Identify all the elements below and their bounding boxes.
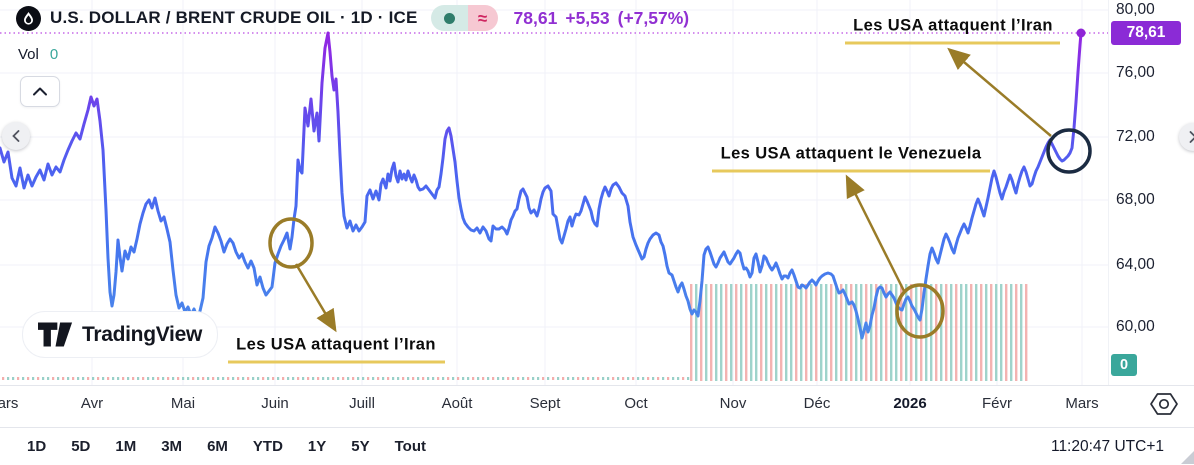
price-line (0, 31, 1083, 340)
last-price-dot (1076, 28, 1086, 38)
chevron-right-icon (1189, 131, 1194, 143)
bottom-toolbar: 1D 5D 1M 3M 6M YTD 1Y 5Y Tout 11:20:47 UTC+1 (0, 427, 1194, 465)
time-tick-label: Mars (1065, 395, 1099, 412)
annotation-text-1: Les USA attaquent le Venezuela (720, 144, 982, 163)
chart-plot-area[interactable] (0, 0, 1108, 385)
current-price-badge: 78,61 (1111, 21, 1181, 45)
clock[interactable]: 11:20:47 UTC+1 (1050, 437, 1164, 455)
annotation-circle (268, 217, 314, 269)
tradingview-wordmark: TradingView (81, 322, 202, 346)
timezone-settings-button[interactable] (1147, 390, 1181, 418)
time-tick-label: Juill (349, 395, 375, 412)
annotation-circle (1046, 128, 1092, 174)
range-button-3m[interactable]: 3M (161, 438, 183, 455)
range-button-6m[interactable]: 6M (207, 438, 228, 455)
annotation-text-2: Les USA attaquent l’Iran (853, 16, 1053, 35)
price-readout: 78,61 +5,53 (+7,57%) (514, 8, 690, 29)
price-axis[interactable]: 80,00 76,00 72,00 68,00 64,00 60,00 78,61 0 (1108, 0, 1194, 385)
range-button-5d[interactable]: 5D (71, 438, 91, 455)
annotation-circle (895, 283, 945, 339)
range-button-5y[interactable]: 5Y (351, 438, 370, 455)
time-tick-label: ars (0, 395, 19, 412)
time-axis[interactable]: ars Avr Mai Juin Juill Août Sept Oct Nov Déc 2026 F… (0, 385, 1194, 428)
time-tick-label: Août (441, 395, 473, 412)
last-price: 78,61 (513, 7, 558, 28)
range-button-tout[interactable]: Tout (394, 438, 426, 455)
volume-zero-badge: 0 (1111, 354, 1137, 376)
volume-legend: Vol 0 (18, 46, 58, 63)
range-button-1y[interactable]: 1Y (307, 438, 327, 455)
price-tick-label: 76,00 (1116, 64, 1155, 81)
price-change-pct: (+7,57%) (617, 7, 690, 28)
scroll-right-button[interactable] (1179, 123, 1194, 151)
time-tick-label: Juin (261, 395, 289, 412)
chart-header: U.S. DOLLAR / BRENT CRUDE OIL · 1D · ICE… (16, 4, 689, 32)
market-status-pill[interactable] (430, 5, 468, 31)
time-tick-label: Déc (803, 395, 831, 412)
time-tick-label: Févr (982, 395, 1012, 412)
volume-value: 0 (49, 46, 59, 63)
time-tick-label: Oct (624, 395, 648, 412)
symbol-status-pills: ≈ (430, 5, 498, 31)
range-button-1d[interactable]: 1D (27, 438, 47, 455)
annotation-arrow (294, 263, 337, 333)
price-chart[interactable] (0, 0, 1108, 385)
price-tick-label: 80,00 (1116, 1, 1155, 18)
time-tick-label: Nov (719, 395, 747, 412)
price-tick-label: 68,00 (1116, 191, 1155, 208)
time-tick-label: Mai (170, 395, 196, 412)
price-tick-label: 60,00 (1116, 318, 1155, 335)
tradingview-watermark[interactable]: TradingView (22, 311, 218, 358)
volume-stripes (690, 284, 1028, 381)
chevron-left-icon (12, 130, 20, 142)
annotation-arrow (947, 47, 1052, 137)
range-button-1m[interactable]: 1M (115, 438, 137, 455)
market-status-dot-icon (443, 12, 455, 24)
annotation-arrow (845, 174, 907, 294)
time-tick-label: Sept (529, 395, 561, 412)
scroll-left-button[interactable] (2, 122, 30, 150)
symbol-title[interactable]: U.S. DOLLAR / BRENT CRUDE OIL · 1D · ICE (50, 8, 418, 27)
tradingview-logo-icon (37, 322, 73, 347)
oil-drop-logo-icon (16, 5, 41, 31)
resize-handle-icon[interactable] (1181, 451, 1194, 464)
price-tick-label: 72,00 (1116, 128, 1155, 145)
approx-price-pill[interactable]: ≈ (467, 5, 498, 31)
annotation-text-0: Les USA attaquent l’Iran (236, 335, 436, 354)
approx-icon: ≈ (477, 8, 488, 28)
chevron-up-icon (33, 87, 47, 96)
volume-label: Vol (18, 46, 39, 63)
volume-baseline-dashes (2, 377, 690, 380)
hexagon-icon (1150, 393, 1178, 415)
price-tick-label: 64,00 (1116, 256, 1155, 273)
price-change: +5,53 (565, 7, 610, 28)
range-button-ytd[interactable]: YTD (252, 438, 283, 455)
time-tick-label: 2026 (893, 395, 927, 412)
collapse-legend-button[interactable] (20, 76, 60, 107)
date-range-buttons: 1D 5D 1M 3M 6M YTD 1Y 5Y Tout (0, 438, 426, 455)
time-tick-label: Avr (80, 395, 104, 412)
